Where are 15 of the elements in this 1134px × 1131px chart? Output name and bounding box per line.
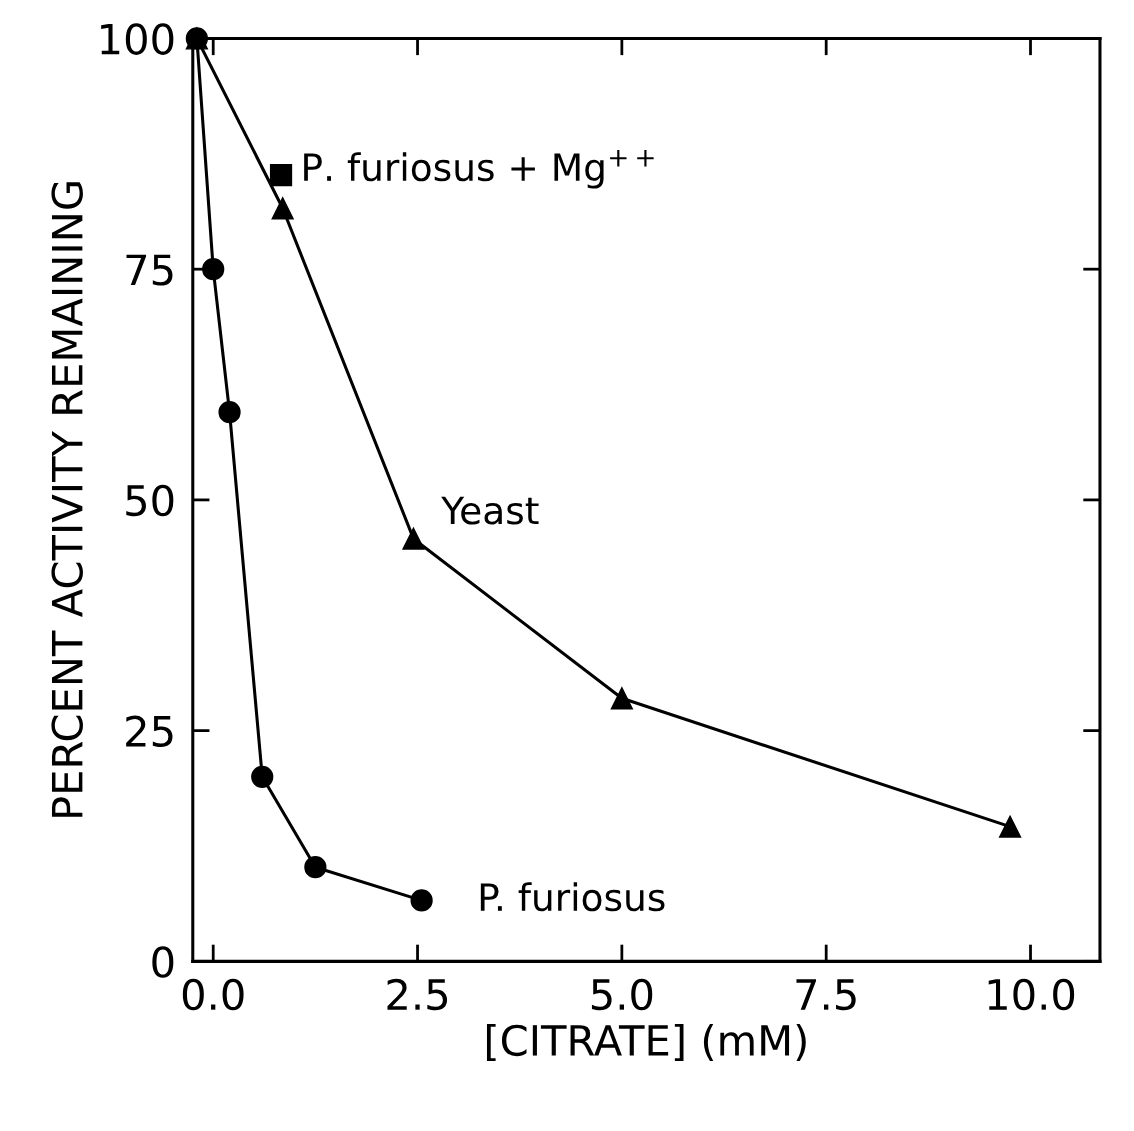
y-axis-title: PERCENT ACTIVITY REMAINING	[51, 182, 83, 817]
x-tick-label: 5.0	[591, 978, 653, 1011]
x-tick-label: 10.0	[988, 978, 1075, 1011]
y-tick-label: 100	[101, 23, 174, 55]
y-tick-label: 75	[126, 254, 173, 286]
x-tick-label: 7.5	[796, 979, 856, 1011]
series-label: Yeast	[441, 496, 539, 525]
x-axis-title: [CITRATE] (mM)	[486, 1023, 806, 1062]
series-label: P. furiosus + Mg$^{++}$	[304, 149, 654, 189]
x-tick-label: 0.0	[182, 978, 244, 1011]
x-tick-label: 2.5	[387, 978, 448, 1011]
y-tick-label: 25	[126, 715, 173, 748]
y-tick-label: 0	[152, 946, 174, 978]
y-tick-label: 50	[126, 484, 174, 517]
series-label: P. furiosus	[480, 882, 665, 912]
